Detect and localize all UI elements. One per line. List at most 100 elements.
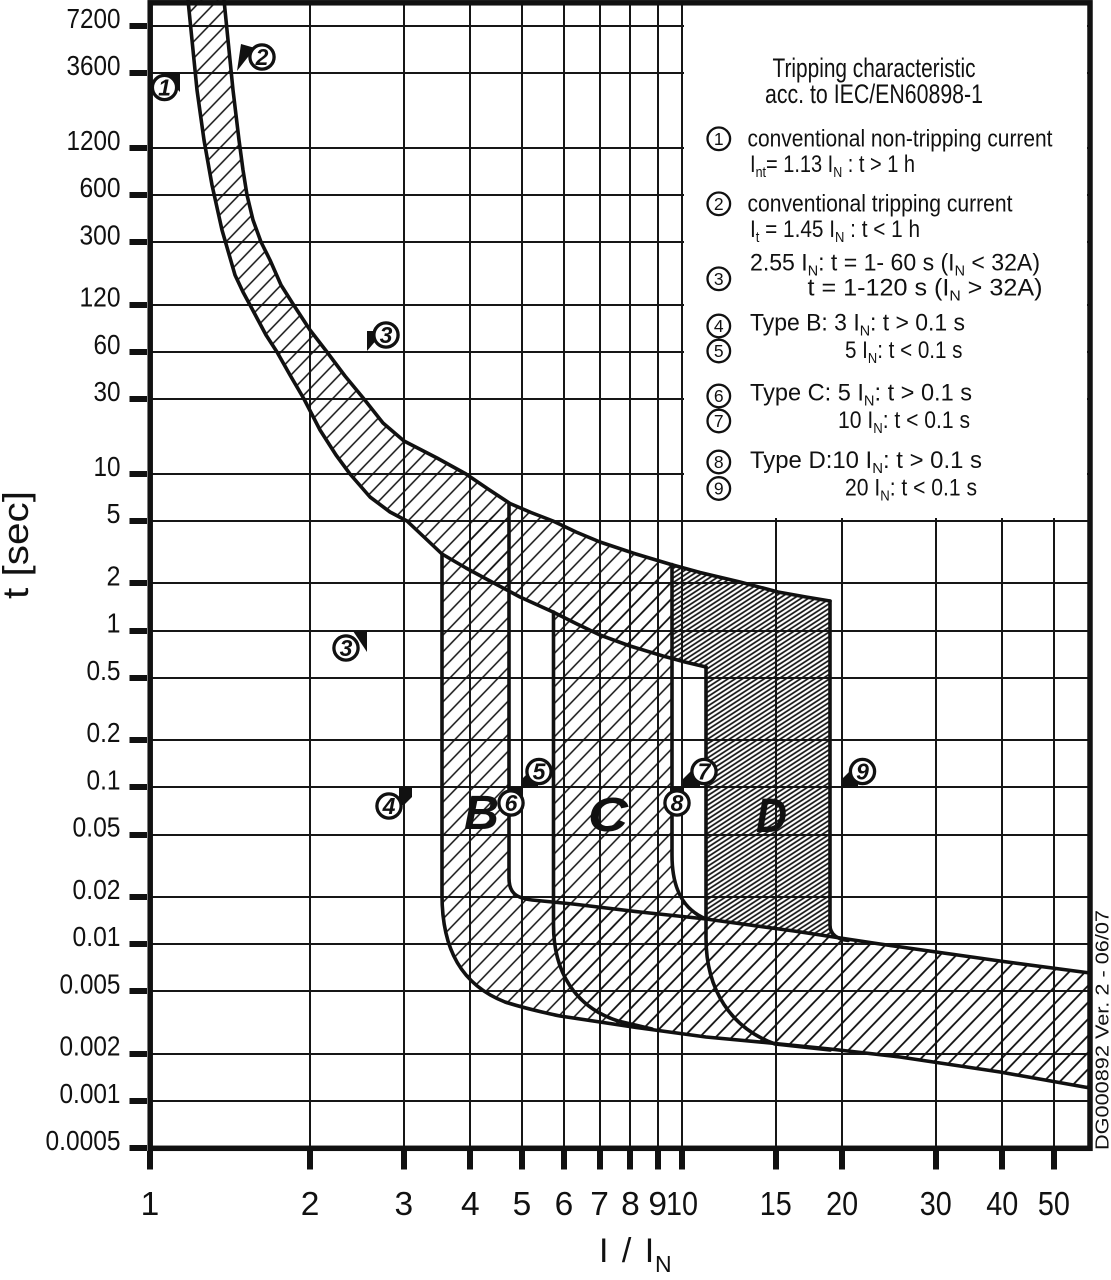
svg-text:: t < 1 h: : t < 1 h (844, 216, 920, 243)
svg-text:: t > 1 h: : t > 1 h (842, 151, 915, 178)
svg-text:3: 3 (394, 1186, 413, 1223)
svg-text:4: 4 (714, 316, 724, 336)
svg-text:10: 10 (94, 451, 121, 482)
svg-text:acc. to IEC/EN60898-1: acc. to IEC/EN60898-1 (765, 79, 983, 109)
svg-text:20 I: 20 I (845, 475, 880, 502)
svg-text:: t = 1- 60 s (I: : t = 1- 60 s (I (818, 250, 955, 277)
svg-text:7: 7 (714, 411, 724, 431)
svg-text:nt: nt (756, 164, 767, 181)
svg-text:30: 30 (920, 1186, 952, 1223)
svg-text:6: 6 (714, 386, 724, 406)
svg-text:2: 2 (714, 194, 724, 214)
svg-text:I: I (750, 151, 756, 178)
svg-text:1: 1 (141, 1186, 160, 1223)
svg-text:DG000892 Ver. 2 - 06/07: DG000892 Ver. 2 - 06/07 (1093, 910, 1111, 1150)
svg-text:0.001: 0.001 (60, 1078, 121, 1109)
svg-text:0.02: 0.02 (73, 874, 121, 905)
svg-text:0.1: 0.1 (87, 764, 121, 795)
svg-text:50: 50 (1038, 1186, 1070, 1223)
svg-text:N: N (860, 323, 870, 340)
svg-text:3600: 3600 (67, 50, 121, 81)
svg-text:9: 9 (648, 1186, 667, 1223)
svg-text:8: 8 (671, 790, 684, 816)
svg-text:8: 8 (714, 452, 724, 472)
svg-text:: t > 0.1 s: : t > 0.1 s (875, 380, 973, 407)
svg-text:N: N (872, 460, 883, 477)
svg-text:t: t (756, 229, 760, 246)
svg-text:10 I: 10 I (838, 407, 873, 434)
svg-text:= 1.45 I: = 1.45 I (759, 216, 835, 243)
svg-text:9: 9 (856, 759, 869, 785)
svg-text:0.005: 0.005 (60, 968, 121, 999)
svg-text:1: 1 (714, 129, 724, 149)
svg-text:3: 3 (380, 322, 393, 348)
svg-text:20: 20 (826, 1186, 858, 1223)
svg-text:t [sec]: t [sec] (0, 491, 36, 599)
svg-text:30: 30 (94, 376, 121, 407)
svg-text:2: 2 (255, 44, 269, 70)
svg-text:5: 5 (714, 341, 724, 361)
svg-text:C: C (588, 789, 630, 842)
svg-text:5 I: 5 I (845, 337, 868, 364)
svg-text:40: 40 (986, 1186, 1018, 1223)
svg-text:N: N (949, 288, 960, 305)
svg-text:1: 1 (158, 75, 171, 101)
svg-text:4: 4 (382, 793, 396, 819)
svg-text:B: B (464, 787, 499, 840)
svg-text:: t > 0.1 s: : t > 0.1 s (870, 310, 965, 337)
svg-text:7: 7 (590, 1186, 609, 1223)
svg-text:2.55 I: 2.55 I (750, 250, 808, 277)
svg-text:9: 9 (714, 479, 724, 499)
svg-text:: t < 0.1 s: : t < 0.1 s (890, 475, 977, 502)
svg-text:conventional non-tripping curr: conventional non-tripping current (748, 126, 1053, 153)
svg-text:conventional tripping current: conventional tripping current (748, 191, 1013, 218)
svg-text:: t > 0.1 s: : t > 0.1 s (883, 447, 982, 474)
svg-text:Tripping characteristic: Tripping characteristic (773, 53, 976, 83)
svg-text:1200: 1200 (67, 125, 121, 156)
svg-text:< 32A): < 32A) (965, 250, 1040, 277)
svg-text:N: N (955, 263, 965, 280)
svg-text:0.05: 0.05 (73, 812, 121, 843)
svg-text:3: 3 (340, 635, 353, 661)
svg-text:I: I (750, 216, 756, 243)
svg-text:N: N (655, 1251, 672, 1277)
svg-text:N: N (880, 488, 890, 505)
svg-text:4: 4 (461, 1186, 480, 1223)
svg-text:= 1.13 I: = 1.13 I (766, 151, 833, 178)
svg-text:7: 7 (698, 759, 712, 785)
svg-text:0.2: 0.2 (87, 717, 121, 748)
svg-text:3: 3 (714, 269, 724, 289)
svg-text:N: N (868, 350, 877, 367)
svg-text:0.002: 0.002 (60, 1031, 121, 1062)
svg-text:D: D (756, 790, 787, 843)
svg-text:I / I: I / I (599, 1232, 656, 1270)
svg-text:10: 10 (666, 1186, 698, 1223)
svg-text:15: 15 (760, 1186, 792, 1223)
svg-text:N: N (864, 393, 875, 410)
svg-text:2: 2 (301, 1186, 320, 1223)
svg-text:Type B: 3 I: Type B: 3 I (750, 310, 860, 337)
svg-text:N: N (835, 229, 844, 246)
svg-text:N: N (833, 164, 842, 181)
svg-text:1: 1 (107, 608, 121, 639)
svg-text:Type D:10 I: Type D:10 I (750, 447, 872, 474)
svg-text:8: 8 (621, 1186, 640, 1223)
svg-text:6: 6 (505, 790, 518, 816)
svg-text:7200: 7200 (67, 3, 121, 34)
svg-text:N: N (808, 263, 818, 280)
svg-text:600: 600 (80, 172, 121, 203)
svg-text:2: 2 (107, 560, 121, 591)
svg-text:: t < 0.1 s: : t < 0.1 s (883, 407, 970, 434)
svg-text:300: 300 (80, 219, 121, 250)
svg-text:0.01: 0.01 (73, 921, 121, 952)
svg-text:60: 60 (94, 329, 121, 360)
svg-text:5: 5 (513, 1186, 532, 1223)
svg-text:N: N (873, 420, 883, 437)
svg-text:> 32A): > 32A) (961, 275, 1043, 302)
svg-text:: t < 0.1 s: : t < 0.1 s (877, 337, 962, 364)
svg-text:5: 5 (107, 498, 121, 529)
svg-text:t = 1-120 s (I: t = 1-120 s (I (808, 275, 950, 302)
svg-text:0.5: 0.5 (87, 655, 121, 686)
svg-text:5: 5 (533, 759, 547, 785)
svg-text:120: 120 (80, 282, 121, 313)
